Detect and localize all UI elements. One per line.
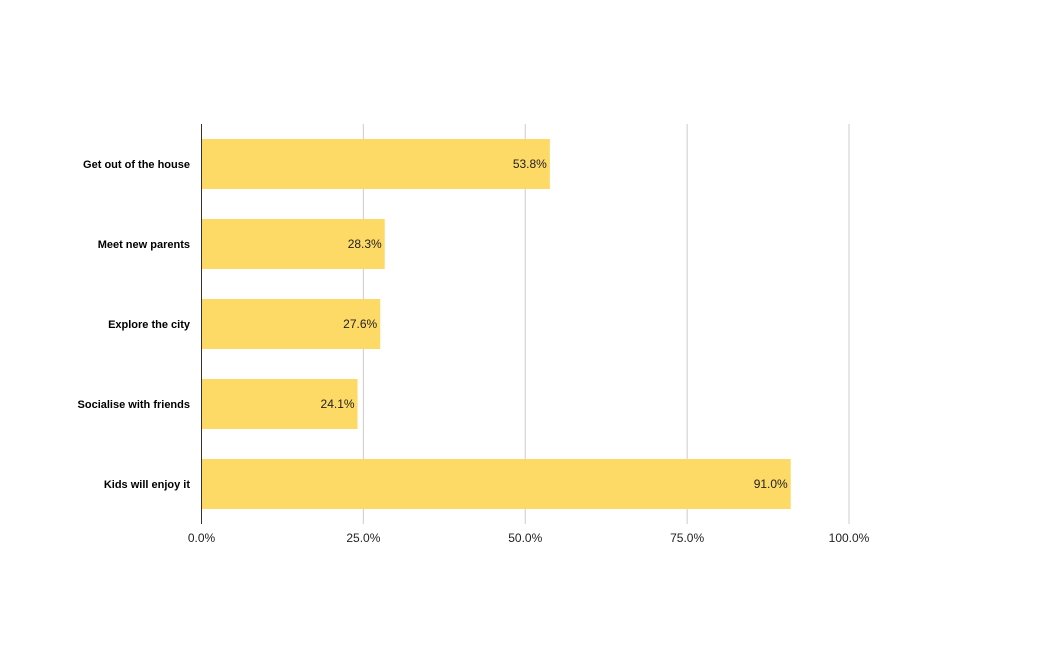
data-label: 91.0% bbox=[754, 477, 788, 491]
bar-5 bbox=[201, 459, 791, 509]
x-tick-label: 25.0% bbox=[346, 531, 380, 545]
category-label: Get out of the house bbox=[83, 159, 190, 171]
category-label: Meet new parents bbox=[98, 239, 190, 251]
category-label: Kids will enjoy it bbox=[104, 479, 191, 491]
category-label: Socialise with friends bbox=[78, 399, 190, 411]
data-label: 24.1% bbox=[321, 397, 355, 411]
category-label: Explore the city bbox=[108, 319, 191, 331]
x-tick-label: 0.0% bbox=[188, 531, 216, 545]
data-label: 28.3% bbox=[348, 237, 382, 251]
labels: 0.0% 25.0% 50.0% 75.0% 100.0% Get out of the … bbox=[78, 157, 870, 545]
x-tick-label: 100.0% bbox=[829, 531, 870, 545]
bar-1 bbox=[201, 139, 550, 189]
x-tick-label: 75.0% bbox=[670, 531, 704, 545]
bar-3 bbox=[201, 299, 381, 349]
data-label: 53.8% bbox=[513, 157, 547, 171]
bars bbox=[201, 139, 791, 509]
x-tick-label: 50.0% bbox=[508, 531, 542, 545]
bar-4 bbox=[201, 379, 358, 429]
data-label: 27.6% bbox=[343, 317, 377, 331]
bar-2 bbox=[201, 219, 385, 269]
